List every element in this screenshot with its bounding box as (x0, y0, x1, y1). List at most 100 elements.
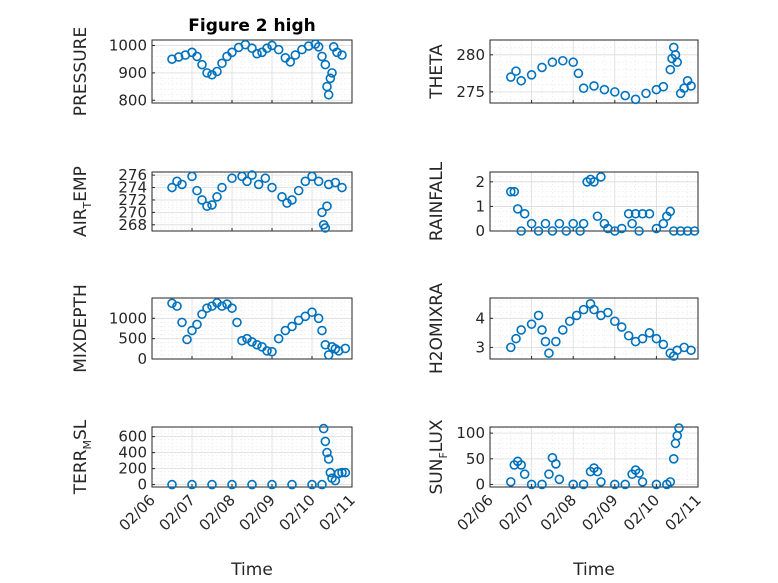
data-point (658, 339, 669, 350)
data-point (247, 170, 257, 180)
axes-box (151, 171, 353, 232)
data-point (557, 55, 568, 66)
data-point (526, 218, 537, 229)
data-point (280, 325, 291, 336)
data-point (262, 43, 272, 54)
data-point (603, 307, 613, 318)
data-point (686, 81, 696, 91)
data-point (277, 192, 287, 202)
data-point (217, 182, 227, 193)
y-tick-label: 600 (118, 428, 147, 446)
y-tick-label: 274 (118, 179, 147, 197)
data-point (318, 423, 329, 434)
data-point (293, 185, 304, 196)
x-tick-label: 02/09 (578, 491, 621, 534)
y-tick-label: 268 (118, 216, 147, 234)
x-tick-label: 02/10 (620, 491, 663, 534)
data-point (589, 304, 599, 315)
series-points (505, 299, 696, 361)
data-point (505, 72, 516, 82)
data-point (262, 346, 272, 356)
data-point (323, 89, 334, 100)
data-point (578, 218, 589, 229)
data-point (242, 176, 252, 187)
data-point (599, 84, 610, 95)
data-point (540, 336, 551, 347)
data-point (337, 182, 347, 193)
y-tick-label: 0 (137, 476, 147, 494)
data-point (172, 301, 182, 311)
y-tick-label: 1 (475, 197, 485, 215)
data-point (320, 339, 331, 350)
data-point (167, 479, 177, 490)
data-point (554, 218, 565, 229)
series-points (167, 170, 347, 233)
data-point (187, 479, 197, 490)
data-point (575, 226, 585, 236)
data-point (313, 176, 324, 187)
grid (489, 298, 699, 360)
data-point (322, 201, 332, 211)
y-axis-label: RAINFALL (427, 161, 447, 241)
data-point (320, 436, 331, 447)
data-point (571, 310, 582, 321)
series-points (167, 423, 351, 490)
data-point (658, 218, 669, 229)
data-point (340, 467, 351, 478)
subplot-4: 0 1 2 RAINFALL (427, 161, 700, 241)
data-point (592, 466, 603, 477)
y-tick-label: 200 (118, 460, 147, 478)
data-point (307, 307, 317, 318)
data-point (192, 51, 202, 62)
y-tick-label: 100 (456, 424, 485, 442)
data-point (227, 173, 237, 184)
data-point (217, 301, 227, 311)
axes-box (151, 39, 353, 104)
data-point (537, 62, 547, 73)
data-point (568, 57, 579, 68)
data-point (197, 195, 207, 205)
y-tick-label: 400 (118, 444, 147, 462)
data-point (544, 348, 554, 358)
data-point (537, 479, 547, 490)
axes-box (489, 426, 699, 488)
data-point (287, 479, 297, 490)
axes-box (489, 171, 699, 232)
y-tick-label: 1000 (109, 309, 147, 327)
y-axis-label: PRESSURE (71, 27, 91, 116)
data-point (323, 350, 334, 360)
data-point (273, 44, 284, 55)
data-point (573, 68, 584, 79)
data-point (212, 66, 222, 77)
data-point (320, 59, 331, 70)
subplot-2: 275 280 THETA (427, 39, 699, 105)
data-point (674, 423, 684, 433)
data-point (273, 333, 284, 344)
series-points (167, 39, 347, 100)
data-point (623, 330, 634, 341)
data-point (253, 179, 264, 190)
data-point (689, 226, 700, 236)
data-point (252, 48, 262, 59)
data-point (533, 310, 544, 321)
data-point (337, 50, 347, 60)
data-point (267, 346, 277, 357)
data-point (551, 336, 561, 347)
data-point (325, 73, 336, 84)
data-point (561, 226, 572, 236)
data-point (630, 208, 641, 219)
y-tick-label: 4 (475, 309, 485, 327)
y-tick-label: 900 (118, 64, 147, 82)
data-point (547, 57, 558, 68)
data-point (247, 479, 257, 490)
series-points (505, 423, 684, 490)
data-point (627, 218, 637, 229)
data-point (634, 468, 644, 478)
data-point (202, 68, 212, 78)
data-point (686, 345, 696, 356)
data-point (665, 477, 676, 487)
data-point (192, 319, 202, 330)
data-point (317, 479, 327, 490)
data-point (307, 171, 317, 182)
